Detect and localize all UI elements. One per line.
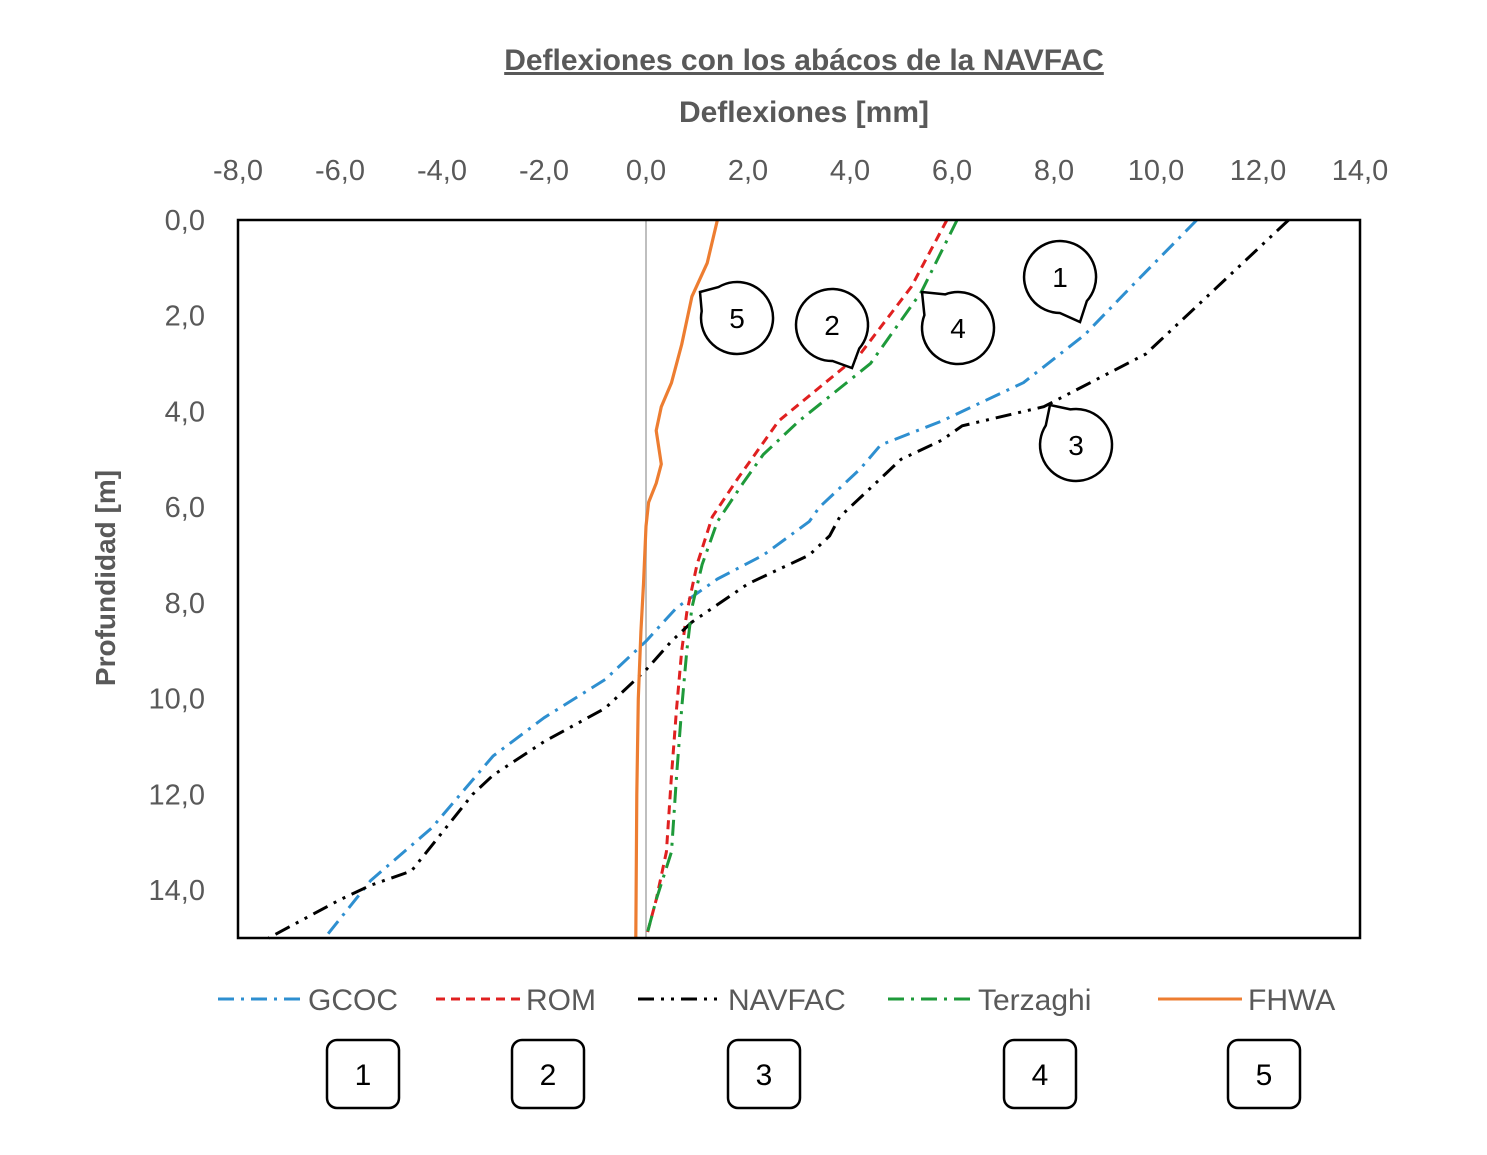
y-tick-label: 12,0 [149,779,205,811]
y-tick-label: 4,0 [165,396,205,428]
legend-box-label-5: 5 [1256,1059,1273,1092]
series-line-fhwa [634,219,719,939]
y-tick-label: 6,0 [165,492,205,524]
legend-box-2 [510,1038,586,1110]
callout-marker-5 [698,280,775,356]
callout-marker-3 [1038,403,1114,483]
y-tick-labels: 0,0 2,0 4,0 6,0 8,0 10,0 12,0 14,0 [149,205,205,907]
callout-marker-1 [1022,239,1098,324]
plot-area-frame [236,218,1362,940]
x-tick-label: -2,0 [519,155,569,187]
y-tick-label: 8,0 [165,588,205,620]
callout-label-1: 1 [1052,262,1068,293]
x-tick-label: 10,0 [1128,155,1184,187]
y-tick-label: 14,0 [149,875,205,907]
callout-label-4: 4 [950,313,966,344]
series-layer [267,218,1290,940]
x-tick-label: -6,0 [315,155,365,187]
x-tick-label: 12,0 [1230,155,1286,187]
legend-box-label-4: 4 [1032,1059,1049,1092]
legend: GCOC ROM NAVFAC Terzaghi FHWA [218,984,1335,1017]
callout-label-3: 3 [1068,430,1084,461]
x-tick-label: 6,0 [932,155,972,187]
x-tick-label: 2,0 [728,155,768,187]
legend-number-boxes: 1 2 3 4 5 [325,1038,1302,1110]
y-tick-label: 10,0 [149,684,205,716]
legend-label-gcoc: GCOC [308,984,398,1017]
series-line-rom [644,219,949,939]
y-axis-label: Profundidad [m] [90,470,121,686]
x-tick-labels: -8,0 -6,0 -4,0 -2,0 0,0 2,0 4,0 6,0 8,0 10,0 12,0 1… [213,155,1388,187]
series-line-terzaghi [644,219,959,939]
x-tick-label: 14,0 [1332,155,1388,187]
legend-box-3 [726,1038,802,1110]
callout-label-2: 2 [824,310,840,341]
legend-box-1 [325,1038,401,1110]
callout-layer: 1 2 3 4 5 [698,239,1114,483]
legend-box-5 [1226,1038,1302,1110]
y-tick-label: 0,0 [165,205,205,237]
legend-box-label-1: 1 [355,1059,372,1092]
x-tick-label: 4,0 [830,155,870,187]
x-tick-label: 0,0 [626,155,666,187]
legend-label-fhwa: FHWA [1248,984,1335,1017]
legend-label-terzaghi: Terzaghi [978,984,1091,1017]
x-tick-label: -8,0 [213,155,263,187]
chart-title: Deflexiones con los abácos de la NAVFAC [504,44,1104,77]
legend-box-label-3: 3 [756,1059,773,1092]
callout-marker-4 [920,290,996,366]
legend-label-navfac: NAVFAC [728,984,846,1017]
series-line-navfac [267,218,1290,940]
y-tick-label: 2,0 [165,301,205,333]
legend-box-label-2: 2 [540,1059,557,1092]
callout-label-5: 5 [729,303,745,334]
legend-box-4 [1002,1038,1078,1110]
x-axis-label: Deflexiones [mm] [679,96,929,129]
legend-label-rom: ROM [526,984,596,1017]
x-tick-label: -4,0 [417,155,467,187]
x-tick-label: 8,0 [1034,155,1074,187]
callout-marker-2 [794,287,870,370]
